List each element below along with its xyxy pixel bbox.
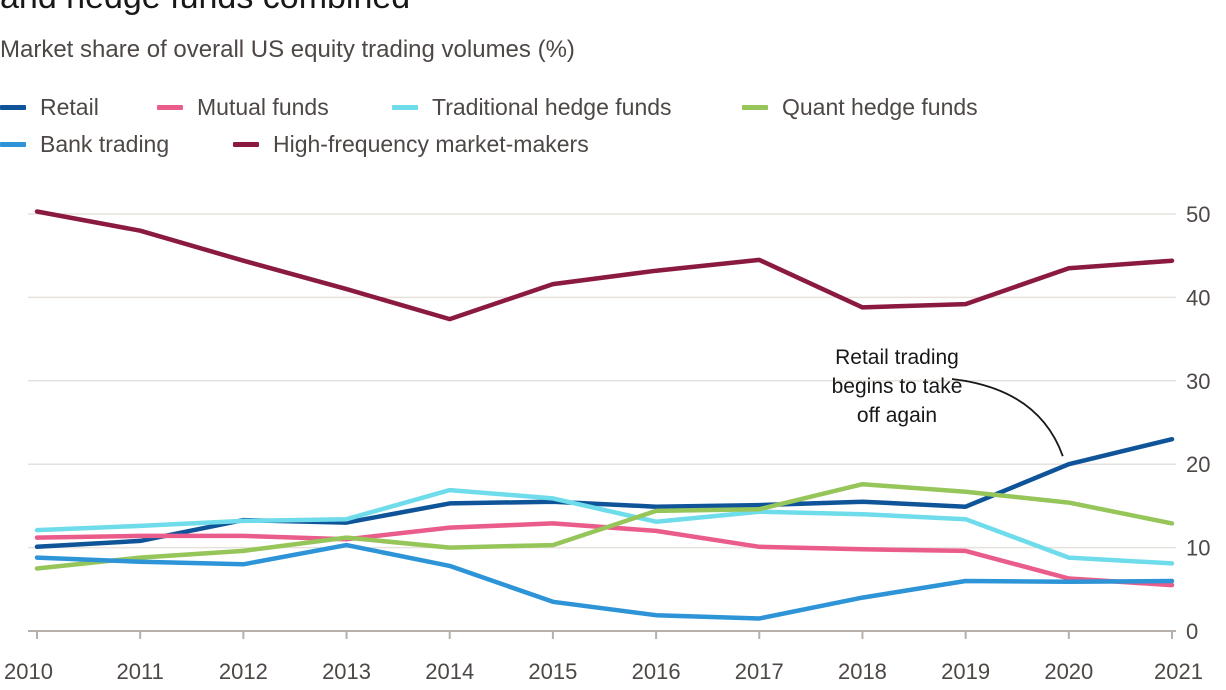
legend-swatch-quant-hedge-funds — [742, 104, 768, 110]
x-tick-label: 2012 — [219, 659, 268, 684]
legend-swatch-mutual-funds — [157, 104, 183, 110]
series-layer — [34, 209, 1175, 621]
y-tick-label: 20 — [1186, 452, 1210, 477]
annotation-text-line: off again — [857, 404, 937, 427]
legend-label-mutual-funds: Mutual funds — [197, 93, 329, 120]
y-tick-label: 0 — [1186, 619, 1198, 644]
legend-item-bank-trading: Bank trading — [0, 129, 169, 159]
x-tick-label: 2013 — [322, 659, 371, 684]
x-tick-label: 2014 — [425, 659, 474, 684]
x-tick-label: 2010 — [4, 659, 53, 684]
legend-label-quant-hedge-funds: Quant hedge funds — [782, 93, 978, 120]
series-line-bank-trading — [34, 542, 1175, 621]
legend-label-traditional-hedge-funds: Traditional hedge funds — [432, 93, 672, 120]
x-tick-label: 2021 — [1154, 659, 1203, 684]
legend-swatch-traditional-hedge-funds — [392, 104, 418, 110]
y-tick-label: 50 — [1186, 202, 1210, 227]
legend-item-mutual-funds: Mutual funds — [157, 92, 329, 122]
x-tick-label: 2019 — [941, 659, 990, 684]
series-line-quant-hedge-funds — [34, 481, 1175, 571]
x-tick-label: 2011 — [117, 659, 164, 684]
annotation-leader-line — [951, 378, 1064, 457]
legend-label-retail: Retail — [40, 93, 99, 120]
series-line-high-frequency-market-makers — [34, 209, 1175, 322]
chart-subtitle: Market share of overall US equity tradin… — [0, 36, 575, 63]
annotation-text-line: Retail trading — [835, 346, 959, 369]
annotation-layer: Retail trading begins to take off again — [832, 346, 1064, 457]
legend-item-traditional-hedge-funds: Traditional hedge funds — [392, 92, 672, 122]
legend-label-bank-trading: Bank trading — [40, 130, 170, 157]
legend-item-quant-hedge-funds: Quant hedge funds — [742, 92, 978, 122]
legend-swatch-bank-trading — [0, 141, 26, 147]
y-tick-label: 30 — [1186, 369, 1210, 394]
annotation-text-line: begins to take — [832, 375, 963, 398]
legend-swatch-retail — [0, 104, 26, 110]
x-tick-label: 2016 — [632, 659, 681, 684]
chart-title: and hedge funds combined — [0, 0, 410, 17]
legend-item-hft-market-makers: High-frequency market-makers — [233, 129, 589, 159]
y-tick-label: 40 — [1186, 285, 1210, 310]
x-tick-label: 2017 — [735, 659, 784, 684]
legend-swatch-hft-market-makers — [233, 141, 259, 147]
x-tick-label: 2018 — [838, 659, 887, 684]
tick-label-layer: 0 10 20 30 40 50 2010 2011 2012 2013 2014 2015 2016 2… — [4, 202, 1210, 684]
x-tick-label: 2015 — [528, 659, 577, 684]
legend-item-retail: Retail — [0, 92, 99, 122]
legend-label-hft-market-makers: High-frequency market-makers — [273, 130, 589, 157]
series-line-traditional-hedge-funds — [34, 487, 1175, 566]
y-tick-label: 10 — [1186, 536, 1210, 561]
x-tick-label: 2020 — [1044, 659, 1093, 684]
